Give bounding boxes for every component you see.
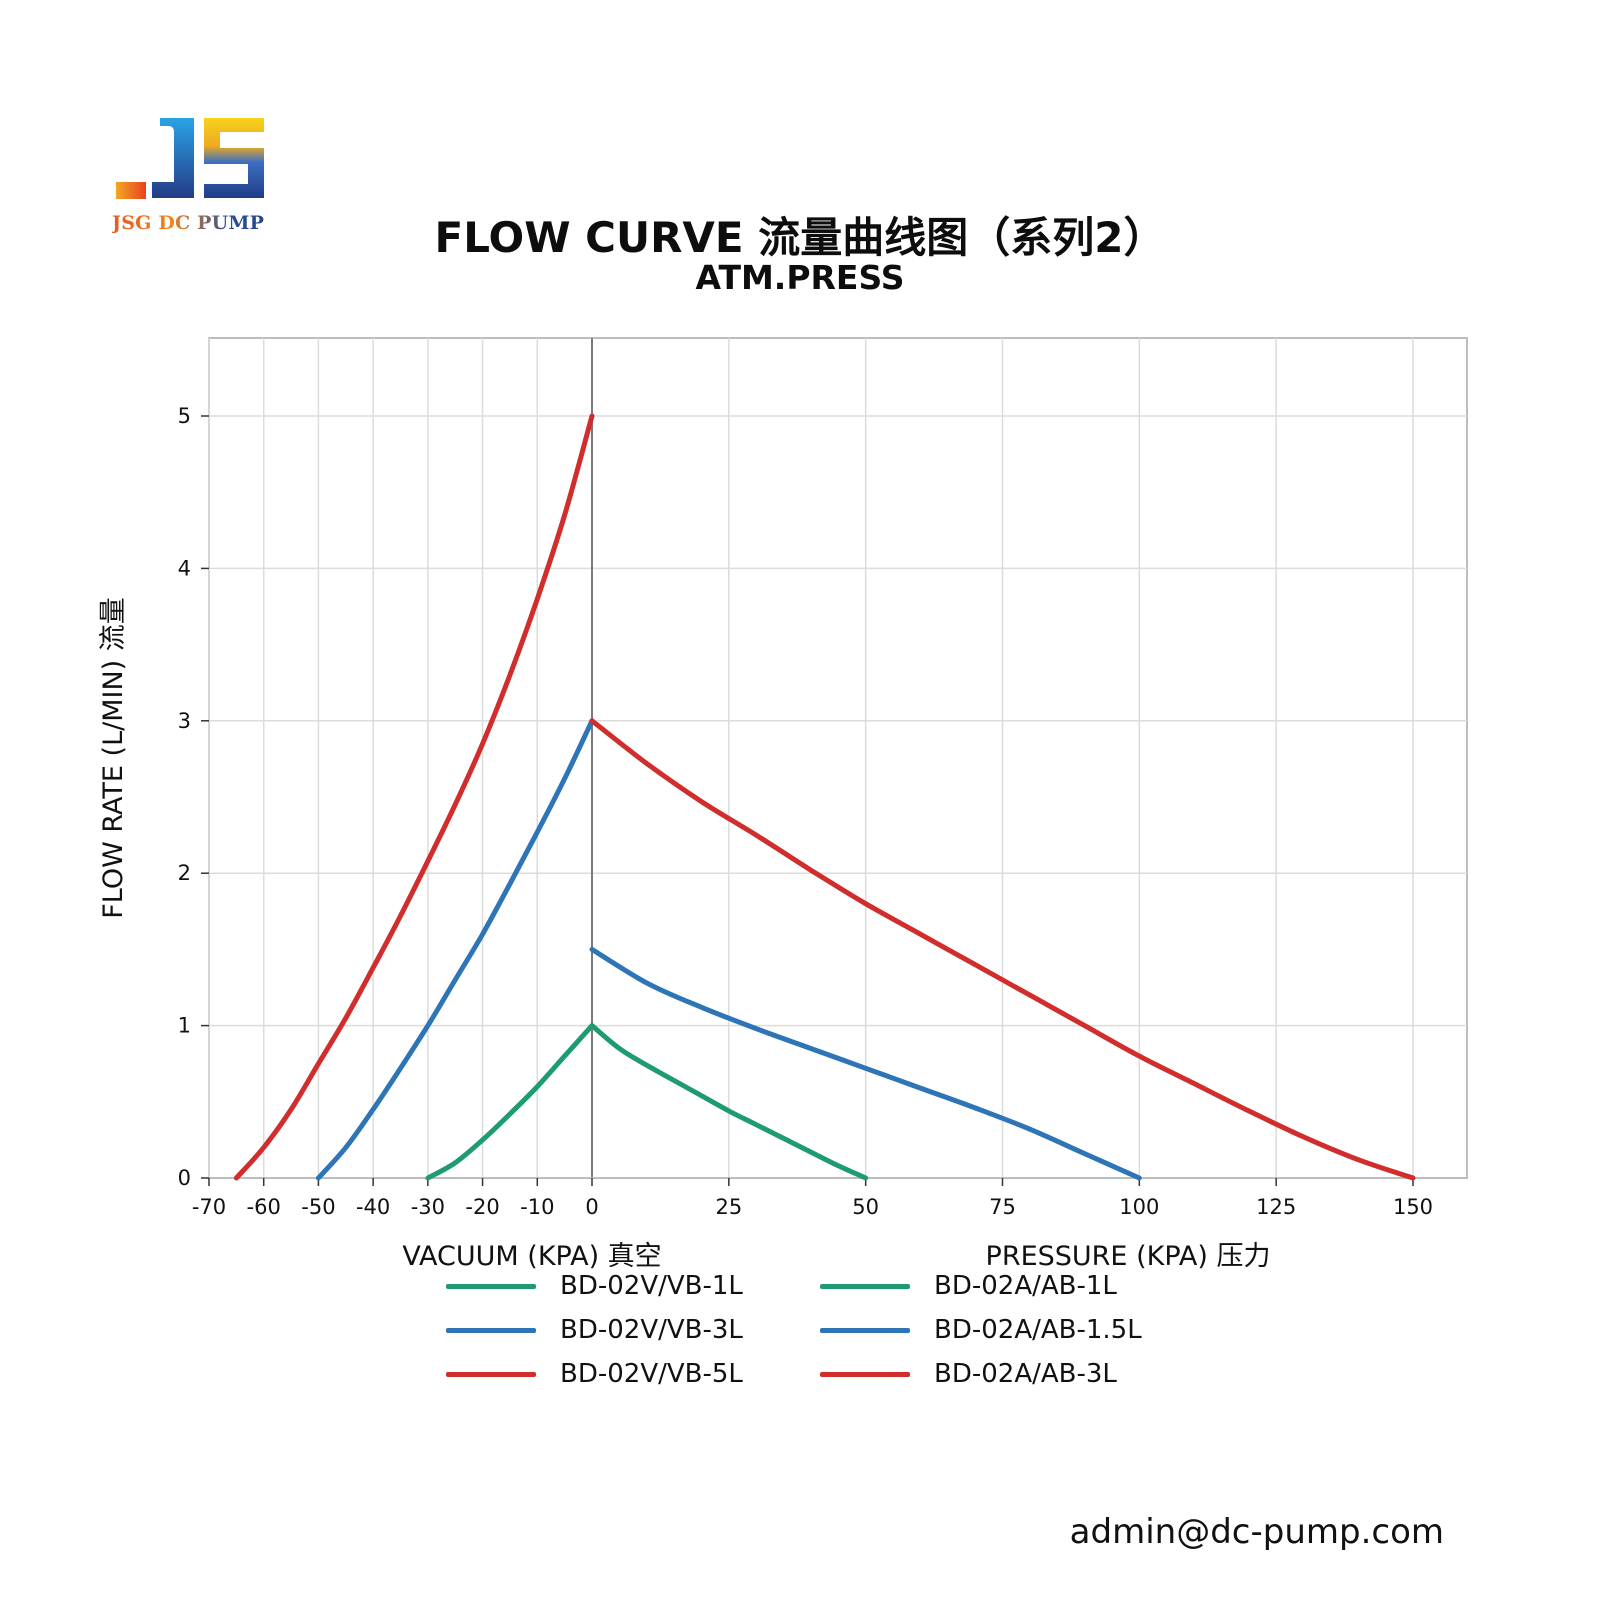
series-line-bd-02a-ab-1l [589, 1023, 869, 1181]
legend-swatch [820, 1327, 910, 1333]
logo-text: JSG DC PUMP [112, 212, 282, 234]
legend-label: BD-02V/VB-5L [560, 1359, 743, 1389]
series-line-bd-02v-vb-5l [233, 413, 595, 1181]
y-tick-label: 2 [178, 861, 191, 885]
x-tick-label: -20 [465, 1195, 499, 1219]
legend-item: BD-02V/VB-5L [446, 1356, 743, 1392]
legend-item: BD-02A/AB-1L [820, 1268, 1117, 1304]
axes [201, 338, 1467, 1186]
brand-logo: JSG DC PUMP [112, 114, 282, 244]
logo-mark [116, 118, 264, 199]
y-tick-label: 0 [178, 1166, 191, 1190]
series-line-bd-02a-ab-3l [589, 718, 1416, 1181]
y-tick-label: 1 [178, 1014, 191, 1038]
x-axis-label-pressure: PRESSURE (KPA) 压力 [986, 1241, 1271, 1272]
legend-item: BD-02V/VB-1L [446, 1268, 743, 1304]
x-tick-label: 125 [1256, 1195, 1296, 1219]
legend-swatch [446, 1327, 536, 1333]
legend-swatch [446, 1371, 536, 1377]
chart-subtitle: ATM.PRESS [695, 258, 905, 297]
series-line-bd-02v-vb-1l [425, 1023, 595, 1181]
legend-label: BD-02V/VB-1L [560, 1271, 743, 1301]
grid-lines [208, 338, 1467, 1178]
legend-label: BD-02A/AB-1L [934, 1271, 1117, 1301]
legend-item: BD-02A/AB-1.5L [820, 1312, 1142, 1348]
legend-label: BD-02V/VB-3L [560, 1315, 743, 1345]
x-tick-label: -40 [356, 1195, 390, 1219]
legend-label: BD-02A/AB-1.5L [934, 1315, 1142, 1345]
y-tick-label: 5 [178, 404, 191, 428]
legend-swatch [820, 1283, 910, 1289]
x-tick-label: 150 [1393, 1195, 1433, 1219]
x-tick-label: 50 [852, 1195, 879, 1219]
series-line-bd-02v-vb-3l [315, 718, 595, 1181]
y-tick-label: 4 [178, 556, 191, 580]
x-tick-label: -30 [411, 1195, 445, 1219]
contact-email: admin@dc-pump.com [1069, 1512, 1444, 1552]
x-axis-label-vacuum: VACUUM (KPA) 真空 [402, 1241, 661, 1272]
y-axis-label: FLOW RATE (L/MIN) 流量 [98, 597, 129, 919]
chart-legend: BD-02V/VB-1L BD-02V/VB-3L BD-02V/VB-5L BD-0… [446, 1268, 1166, 1408]
x-tick-label: -10 [520, 1195, 554, 1219]
chart-title: FLOW CURVE 流量曲线图（系列2） [434, 213, 1166, 262]
series-lines [233, 413, 1416, 1181]
legend-item: BD-02V/VB-3L [446, 1312, 743, 1348]
y-tick-label: 3 [178, 709, 191, 733]
x-tick-label: 75 [989, 1195, 1016, 1219]
plot-frame [208, 337, 1468, 1179]
legend-swatch [820, 1371, 910, 1377]
x-tick-label: 25 [715, 1195, 742, 1219]
legend-swatch [446, 1283, 536, 1289]
x-tick-label: -70 [192, 1195, 226, 1219]
series-line-bd-02a-ab-1-5l [589, 946, 1142, 1181]
x-tick-label: -60 [247, 1195, 281, 1219]
x-tick-label: 100 [1119, 1195, 1159, 1219]
x-tick-label: -50 [301, 1195, 335, 1219]
legend-label: BD-02A/AB-3L [934, 1359, 1117, 1389]
x-tick-label: 0 [585, 1195, 598, 1219]
tick-labels: -70 -60 -50 -40 -30 -20 -10 0 25 50 75 100 125 150012… [178, 404, 1433, 1219]
legend-item: BD-02A/AB-3L [820, 1356, 1117, 1392]
